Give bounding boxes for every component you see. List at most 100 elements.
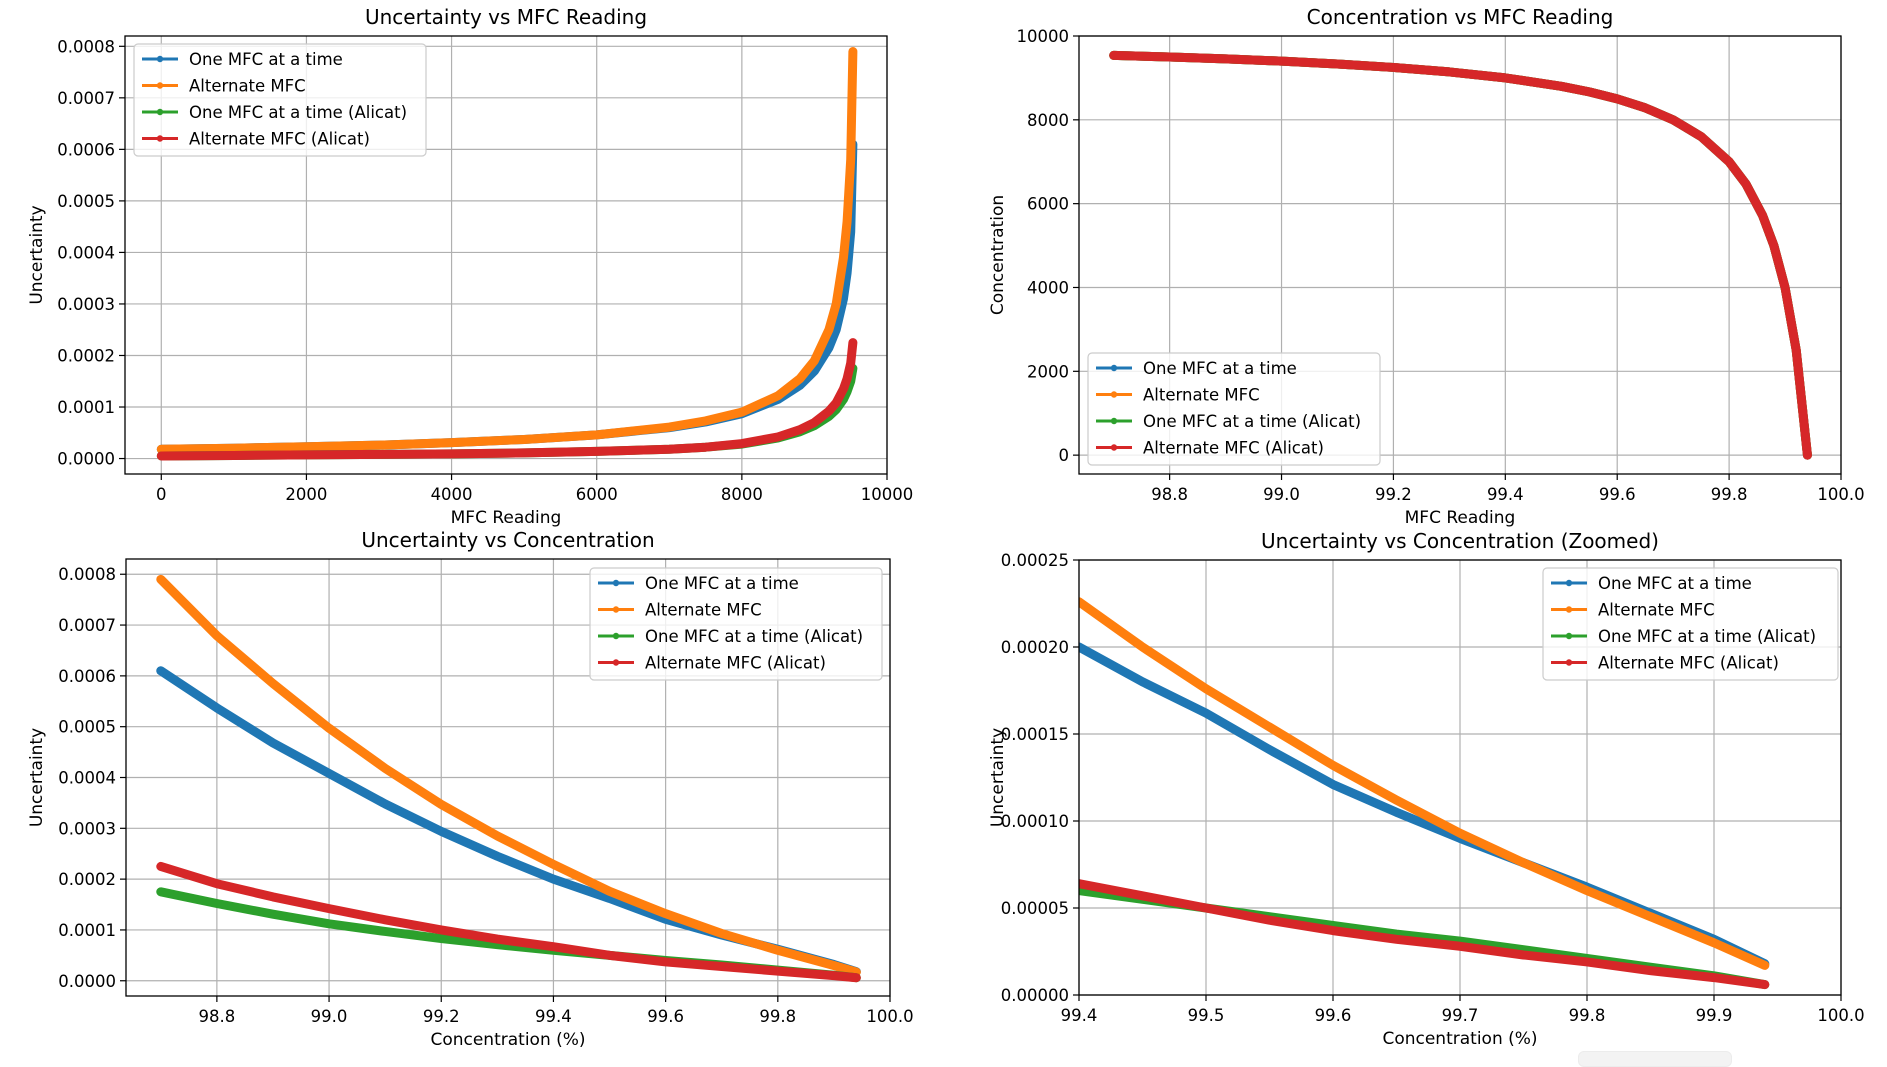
legend-label: Alternate MFC [189, 77, 306, 96]
y-tick-label: 0.0005 [58, 718, 116, 737]
y-tick-label: 0.0008 [57, 37, 115, 56]
legend-label: One MFC at a time [1598, 574, 1752, 593]
legend-item: Alternate MFC (Alicat) [1551, 654, 1779, 673]
y-tick-label: 0.0002 [58, 870, 116, 889]
chart-unc_vs_conc_zoomed: Uncertainty vs Concentration (Zoomed) 99.… [988, 529, 1865, 1049]
legend-marker-dot [1565, 659, 1573, 666]
y-tick-label: 10000 [1017, 27, 1070, 46]
legend-marker-dot [1565, 632, 1573, 640]
y-tick-label: 0.00010 [1001, 812, 1069, 831]
y-tick-label: 0.0003 [57, 295, 115, 314]
chart-title: Uncertainty vs Concentration (Zoomed) [1261, 529, 1659, 553]
x-tick-label: 6000 [576, 485, 618, 504]
x-tick-label: 99.2 [423, 1007, 460, 1026]
legend-marker-dot [156, 135, 164, 142]
chart-title: Uncertainty vs Concentration [361, 528, 654, 552]
y-tick-label: 0.0000 [58, 972, 116, 991]
legend-item: Alternate MFC [142, 77, 306, 96]
legend: One MFC at a time Alternate MFC One MFC at… [589, 567, 883, 681]
legend-label: Alternate MFC (Alicat) [189, 130, 370, 149]
legend-marker-dot [612, 632, 620, 640]
series-line-alternate-alicat [156, 861, 861, 983]
legend-marker-dot [612, 659, 620, 666]
x-tick-label: 99.0 [1263, 485, 1300, 504]
y-axis-label: Uncertainty [27, 205, 47, 304]
y-tick-label: 0.0006 [58, 667, 116, 686]
x-tick-label: 98.8 [198, 1007, 235, 1026]
axes-frame [124, 35, 888, 475]
x-tick-label: 4000 [431, 485, 473, 504]
faint-overlay-box [1578, 1051, 1732, 1067]
chart-title: Uncertainty vs MFC Reading [365, 5, 647, 29]
legend-label: One MFC at a time (Alicat) [645, 627, 863, 646]
legend-item: Alternate MFC (Alicat) [598, 654, 826, 673]
legend-box [1087, 352, 1381, 466]
x-tick-label: 98.8 [1151, 485, 1188, 504]
legend-marker-dot [612, 606, 620, 613]
legend-item: One MFC at a time (Alicat) [598, 627, 863, 646]
x-tick-label: 2000 [285, 485, 327, 504]
y-tick-label: 0.0005 [57, 192, 115, 211]
legend-marker-dot [1110, 444, 1118, 451]
x-tick-label: 99.5 [1188, 1006, 1225, 1025]
chart-title: Concentration vs MFC Reading [1307, 5, 1614, 29]
y-tick-label: 0.0000 [57, 450, 115, 469]
legend-item: Alternate MFC (Alicat) [142, 130, 370, 149]
x-tick-label: 10000 [861, 485, 914, 504]
y-tick-label: 0.00015 [1001, 725, 1069, 744]
x-tick-label: 100.0 [1817, 1006, 1864, 1025]
legend-marker-dot [1110, 391, 1118, 398]
y-tick-label: 6000 [1027, 195, 1069, 214]
series-line-alternate [156, 46, 858, 454]
legend-marker-dot [1565, 606, 1573, 613]
legend-label: Alternate MFC [645, 601, 762, 620]
x-tick-label: 100.0 [866, 1007, 913, 1026]
x-tick-label: 99.6 [647, 1007, 684, 1026]
legend-item: One MFC at a time [1096, 359, 1297, 378]
legend-item: One MFC at a time [598, 574, 799, 593]
legend-label: One MFC at a time (Alicat) [189, 103, 407, 122]
legend-label: Alternate MFC (Alicat) [1143, 439, 1324, 458]
y-axis-label: Uncertainty [27, 728, 47, 827]
legend-label: One MFC at a time [189, 50, 343, 69]
y-tick-label: 0.0008 [58, 565, 116, 584]
series-group [156, 46, 858, 461]
legend-marker-dot [156, 55, 164, 63]
series-line-alternate [156, 574, 861, 977]
x-axis-label: Concentration (%) [1382, 1029, 1537, 1049]
y-tick-label: 0 [1059, 446, 1070, 465]
legend-item: One MFC at a time (Alicat) [142, 103, 407, 122]
legend-marker-dot [1565, 579, 1573, 587]
x-tick-label: 99.2 [1375, 485, 1412, 504]
y-tick-label: 0.0007 [57, 89, 115, 108]
legend-box [1542, 567, 1839, 681]
y-tick-label: 0.0003 [58, 819, 116, 838]
y-tick-label: 8000 [1027, 111, 1069, 130]
chart-unc_vs_mfc: Uncertainty vs MFC Reading 0 2000 4000 6000 8… [27, 5, 913, 528]
y-axis-label: Concentration [988, 195, 1008, 315]
legend: One MFC at a time Alternate MFC One MFC at… [133, 43, 427, 157]
series-line-alternate-alicat [1109, 50, 1812, 460]
y-tick-label: 4000 [1027, 278, 1069, 297]
series-group [1109, 50, 1812, 460]
y-tick-label: 0.0004 [58, 769, 116, 788]
y-tick-label: 0.00000 [1001, 986, 1069, 1005]
legend-label: Alternate MFC (Alicat) [1598, 654, 1779, 673]
series-line-alternate-alicat [1079, 879, 1770, 990]
x-tick-label: 8000 [721, 485, 763, 504]
x-axis-label: MFC Reading [451, 508, 562, 528]
series-line-alternate-alicat [156, 338, 858, 461]
legend-label: One MFC at a time (Alicat) [1598, 627, 1816, 646]
series-line-one-mfc [1079, 642, 1770, 969]
y-tick-label: 0.0002 [57, 346, 115, 365]
chart-conc_vs_mfc: Concentration vs MFC Reading 98.8 99.0 99.2… [988, 5, 1865, 528]
y-tick-label: 2000 [1027, 362, 1069, 381]
x-tick-label: 99.6 [1599, 485, 1636, 504]
y-tick-label: 0.00005 [1001, 899, 1069, 918]
x-tick-label: 99.4 [535, 1007, 572, 1026]
x-tick-label: 100.0 [1817, 485, 1864, 504]
x-axis-label: MFC Reading [1405, 508, 1516, 528]
legend-label: Alternate MFC [1598, 601, 1715, 620]
legend-label: Alternate MFC [1143, 386, 1260, 405]
legend-marker-dot [1110, 364, 1118, 372]
